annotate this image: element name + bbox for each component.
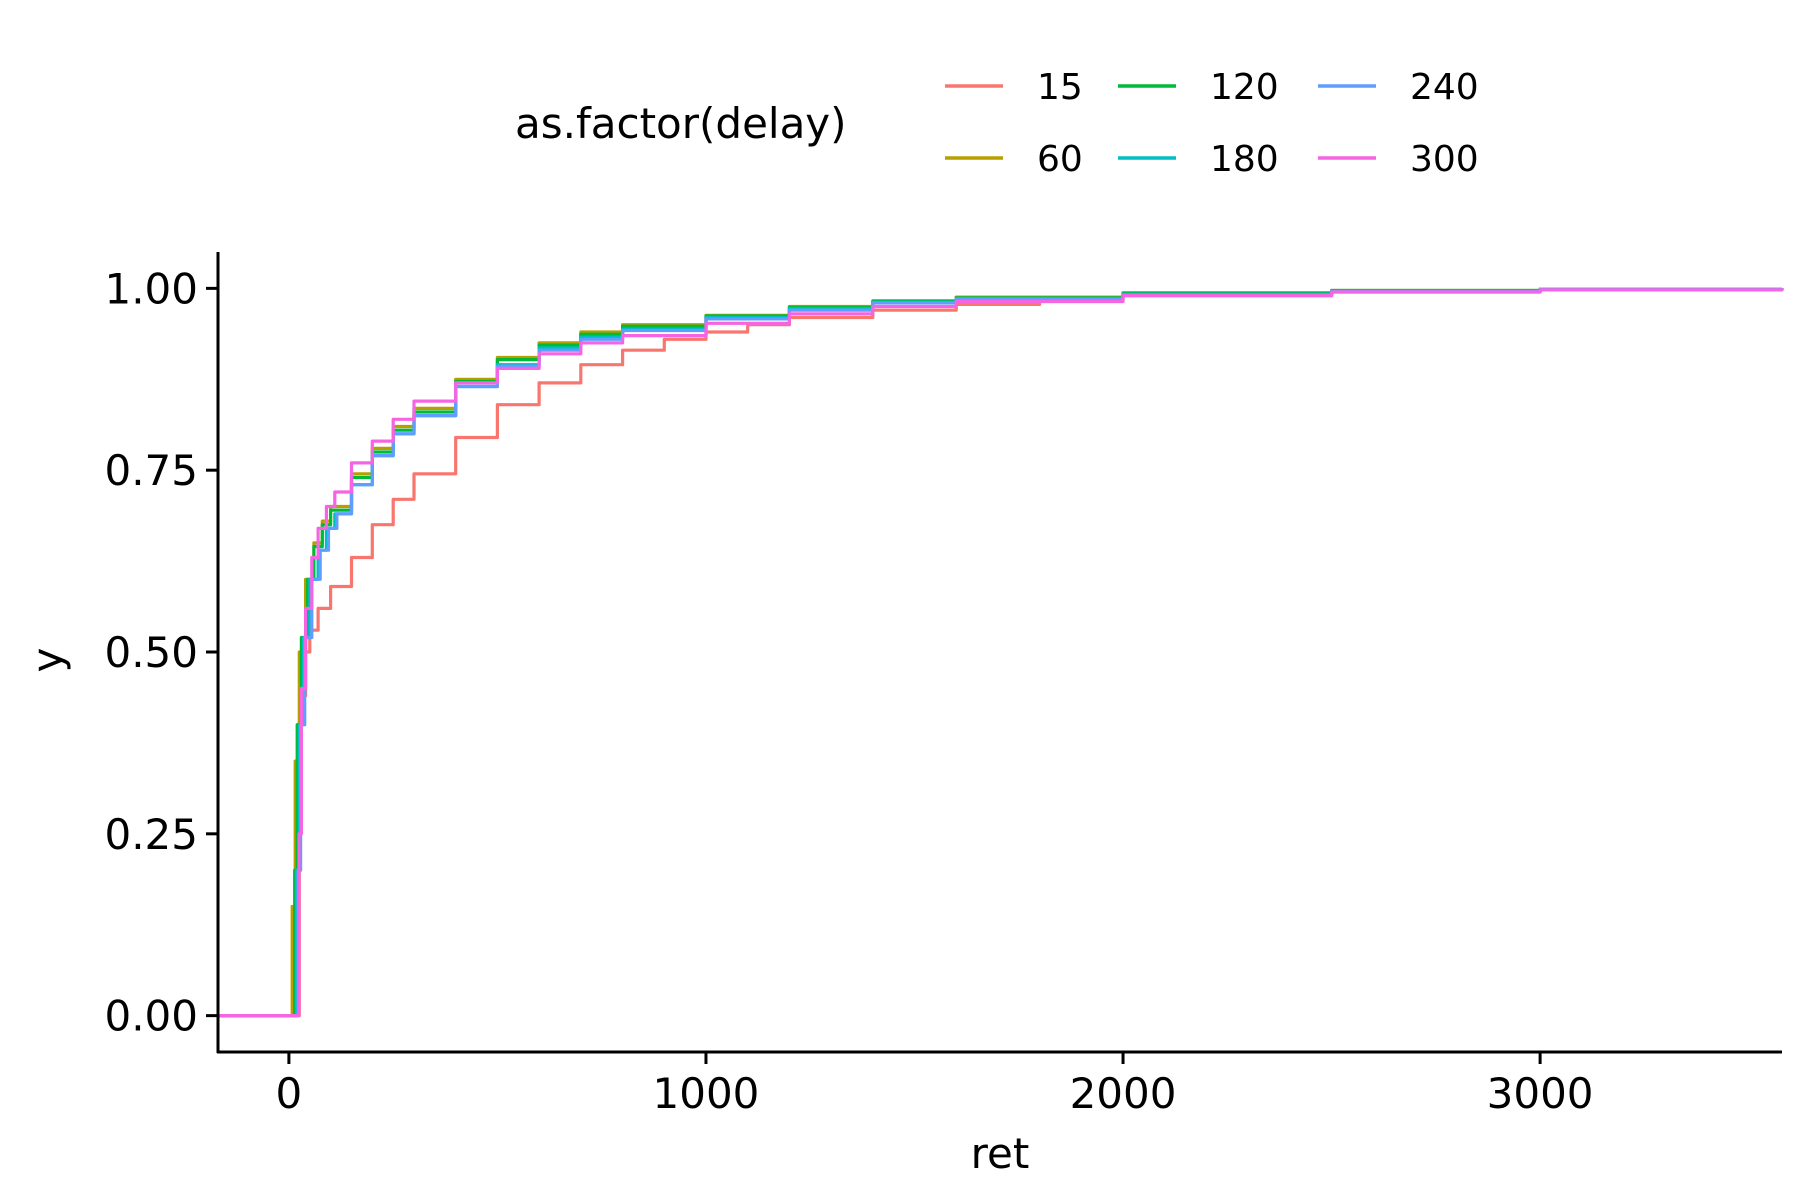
x-tick-label: 2000 — [1070, 1069, 1177, 1118]
x-tick-label: 1000 — [653, 1069, 760, 1118]
legend-label-15: 15 — [1037, 67, 1083, 108]
series-line-300 — [218, 288, 1784, 1018]
y-tick-label: 0.00 — [104, 992, 198, 1041]
y-tick-label: 0.25 — [104, 810, 198, 859]
series-line-60 — [218, 287, 1784, 1018]
legend: as.factor(delay) 15 60 120 180 240 300 — [515, 67, 1479, 180]
y-tick-label: 0.75 — [104, 446, 198, 495]
series-line-120 — [218, 287, 1784, 1018]
legend-label-240: 240 — [1410, 67, 1479, 108]
plot-area — [218, 287, 1784, 1018]
axes: 0.00 0.25 0.50 0.75 1.00 0 1000 2000 3000 — [104, 252, 1782, 1118]
y-tick-label: 1.00 — [104, 264, 198, 313]
x-tick-label: 3000 — [1487, 1069, 1594, 1118]
x-axis-title: ret — [971, 1129, 1030, 1178]
y-axis-title: y — [23, 648, 72, 673]
legend-label-180: 180 — [1210, 139, 1279, 180]
legend-title: as.factor(delay) — [515, 99, 847, 148]
y-tick-label: 0.50 — [104, 628, 198, 677]
legend-label-300: 300 — [1410, 139, 1479, 180]
legend-label-60: 60 — [1037, 139, 1083, 180]
series-line-180 — [218, 287, 1784, 1018]
x-tick-label: 0 — [276, 1069, 303, 1118]
series-line-15 — [218, 288, 1784, 1018]
legend-label-120: 120 — [1210, 67, 1279, 108]
series-line-240 — [218, 287, 1784, 1018]
